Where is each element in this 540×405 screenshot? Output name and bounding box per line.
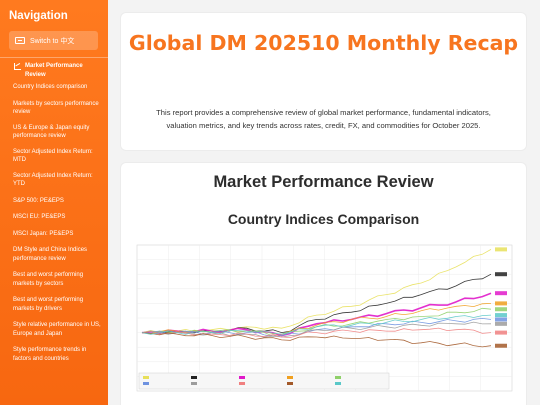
chart-svg — [136, 244, 513, 392]
nav-item[interactable]: Sector Adjusted Index Return: MTD — [0, 148, 108, 165]
nav-item[interactable]: DM Style and China Indices performance r… — [0, 246, 108, 263]
legend-swatch — [191, 382, 197, 385]
series-end-tag — [495, 272, 507, 277]
nav-item-label: Best and worst performing markets by sec… — [13, 272, 84, 287]
series-end-tag — [495, 301, 507, 306]
series-end-tag — [495, 291, 507, 296]
country-indices-chart — [127, 241, 520, 405]
legend-swatch — [143, 382, 149, 385]
series-end-tag — [495, 247, 507, 252]
nav-list: Market Performance Review Country Indices… — [0, 62, 108, 363]
page-title: Global DM 202510 Monthly Recap — [128, 31, 519, 55]
series-end-tag — [495, 321, 507, 326]
series-end-tag — [495, 317, 507, 322]
language-icon — [15, 37, 25, 44]
language-switch-label: Switch to 中文 — [30, 37, 75, 45]
nav-item-label: MSCI Japan: PE&EPS — [13, 230, 74, 237]
legend-swatch — [239, 382, 245, 385]
nav-title: Navigation — [9, 10, 68, 22]
legend-swatch — [335, 376, 341, 379]
series-end-tag — [495, 307, 507, 312]
page-description: This report provides a comprehensive rev… — [156, 108, 491, 130]
series-end-tag — [495, 313, 507, 318]
main-content: Global DM 202510 Monthly Recap This repo… — [108, 0, 540, 405]
section-title: Market Performance Review — [213, 173, 434, 191]
sidebar: Navigation Switch to 中文 Market Performan… — [0, 0, 108, 405]
legend-box — [138, 372, 390, 390]
nav-item[interactable]: Sector Adjusted Index Return: YTD — [0, 172, 108, 189]
nav-item[interactable]: MSCI Japan: PE&EPS — [0, 230, 108, 239]
performance-card: Market Performance Review Country Indice… — [121, 163, 526, 405]
nav-item[interactable]: US & Europe & Japan equity performance r… — [0, 124, 108, 141]
section-subtitle: Country Indices Comparison — [227, 211, 420, 227]
nav-item-label: Sector Adjusted Index Return: YTD — [13, 172, 93, 188]
nav-item-label: Style performance trends in factors and … — [13, 347, 87, 362]
legend-swatch — [335, 382, 341, 385]
series-end-tag — [495, 343, 507, 348]
legend-swatch — [143, 376, 149, 379]
series-end-tag — [495, 330, 507, 335]
nav-item-label: US & Europe & Japan equity performance r… — [13, 124, 90, 140]
sidebar-divider — [0, 57, 108, 58]
chart-icon — [14, 63, 21, 70]
series-line — [141, 321, 492, 338]
nav-item-label: Country Indices comparison — [13, 84, 88, 90]
legend-swatch — [191, 376, 197, 379]
nav-item-label: S&P 500: PE&EPS — [13, 197, 64, 204]
nav-item-label: Best and worst performing markets by dri… — [13, 297, 84, 312]
nav-item[interactable]: Style relative performance in US, Europe… — [0, 321, 108, 338]
nav-item-label: Markets by sectors performance review — [13, 100, 99, 116]
nav-item-label: Style relative performance in US, Europe… — [13, 322, 101, 337]
nav-item[interactable]: Best and worst performing markets by dri… — [0, 296, 108, 313]
nav-item[interactable]: Style performance trends in factors and … — [0, 346, 108, 363]
nav-item[interactable]: Markets by sectors performance review — [0, 100, 108, 117]
nav-item[interactable]: MSCI EU: PE&EPS — [0, 213, 108, 222]
nav-item[interactable]: S&P 500: PE&EPS — [0, 197, 108, 206]
nav-item[interactable]: Country Indices comparison — [0, 83, 108, 92]
nav-item-label: DM Style and China Indices performance r… — [13, 247, 88, 262]
language-switch-button[interactable]: Switch to 中文 — [9, 31, 98, 50]
series-line — [141, 332, 492, 348]
nav-item[interactable]: Market Performance Review — [0, 62, 108, 79]
nav-item[interactable]: Best and worst performing markets by sec… — [0, 271, 108, 288]
series-line — [141, 292, 492, 337]
nav-item-label: MSCI EU: PE&EPS — [13, 214, 66, 220]
legend-swatch — [287, 382, 293, 385]
nav-item-label: Market Performance Review — [25, 63, 83, 78]
nav-item-label: Sector Adjusted Index Return: MTD — [13, 148, 93, 164]
legend-swatch — [287, 376, 293, 379]
series-line — [141, 314, 492, 335]
legend-swatch — [239, 376, 245, 379]
header-card: Global DM 202510 Monthly Recap This repo… — [121, 13, 526, 150]
